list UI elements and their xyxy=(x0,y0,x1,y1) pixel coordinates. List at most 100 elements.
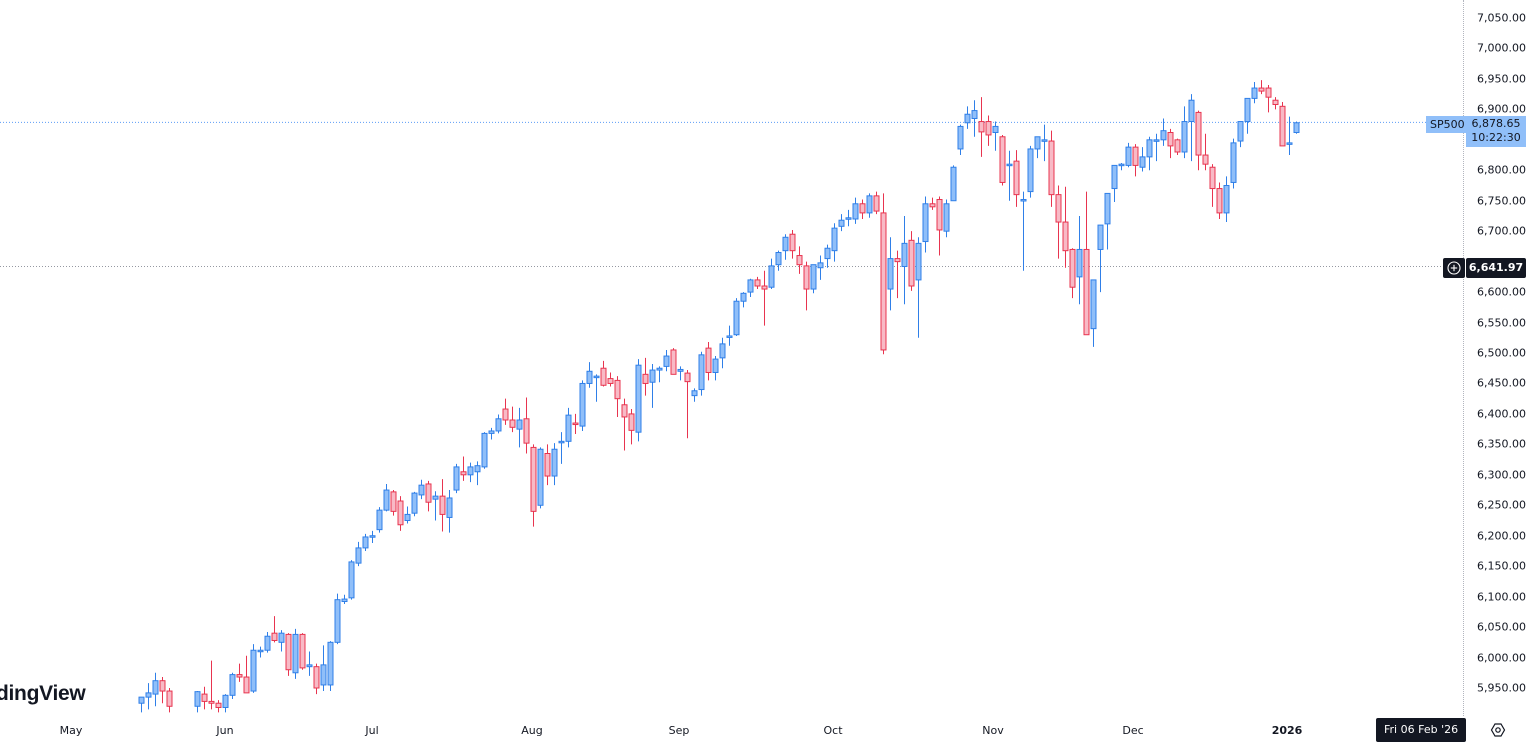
candle xyxy=(768,258,775,290)
candle xyxy=(1055,185,1062,259)
candle xyxy=(817,255,824,280)
candle-body xyxy=(1181,121,1188,153)
candle xyxy=(1027,145,1034,198)
price-tick-label: 6,200.00 xyxy=(1477,529,1526,543)
candle xyxy=(747,278,754,297)
candle xyxy=(999,134,1006,186)
candle-body xyxy=(824,247,831,260)
candle-body xyxy=(614,379,621,400)
candle-body xyxy=(327,641,334,686)
price-tick-label: 6,050.00 xyxy=(1477,620,1526,634)
candle-body xyxy=(152,680,159,695)
candle-body xyxy=(271,632,278,641)
candle-body xyxy=(551,448,558,477)
candle-body xyxy=(544,453,551,477)
candle-body xyxy=(838,219,845,227)
candlestick-plot[interactable] xyxy=(0,0,1463,716)
candle-body xyxy=(1076,248,1083,278)
price-tick-label: 7,000.00 xyxy=(1477,41,1526,55)
price-tick-label: 6,150.00 xyxy=(1477,559,1526,573)
candle xyxy=(551,443,558,486)
candle-body xyxy=(1006,163,1013,167)
bar-countdown: 10:22:30 xyxy=(1471,131,1521,144)
candle xyxy=(1083,191,1090,336)
candle xyxy=(341,594,348,604)
candle xyxy=(1118,162,1125,171)
candle-body xyxy=(474,465,481,473)
candle-body xyxy=(1111,164,1118,190)
candle xyxy=(922,196,929,253)
time-tick-label: Sep xyxy=(668,724,690,737)
candle-body xyxy=(166,690,173,707)
candle-body xyxy=(607,378,614,384)
candle-body xyxy=(565,414,572,442)
time-tick-label: May xyxy=(59,724,83,737)
candle-body xyxy=(201,693,208,702)
candle-body xyxy=(439,495,446,515)
candle xyxy=(824,244,831,268)
candle-body xyxy=(257,649,264,653)
price-tick-label: 6,500.00 xyxy=(1477,346,1526,360)
add-alert-button[interactable] xyxy=(1443,258,1465,278)
candle xyxy=(859,199,866,219)
candle-body xyxy=(642,373,649,384)
candle-body xyxy=(159,680,166,692)
candle xyxy=(572,413,579,435)
candle xyxy=(537,447,544,509)
candle xyxy=(593,374,600,402)
candle xyxy=(376,507,383,533)
candle-body xyxy=(194,691,201,707)
candle xyxy=(1062,186,1069,268)
price-tick-label: 6,900.00 xyxy=(1477,102,1526,116)
candle-body xyxy=(600,367,607,386)
price-tick-label: 7,050.00 xyxy=(1477,11,1526,25)
candle-body xyxy=(866,195,873,214)
candle xyxy=(1013,150,1020,207)
candle xyxy=(964,106,971,129)
candle-body xyxy=(516,419,523,430)
candle-body xyxy=(705,347,712,373)
candle xyxy=(1181,106,1188,159)
candle-body xyxy=(383,489,390,511)
time-axis[interactable]: May Jun Jul Aug Sep Oct Nov Dec 2026 xyxy=(0,716,1463,744)
candle-body xyxy=(1132,146,1139,166)
candle xyxy=(425,480,432,512)
candle xyxy=(670,348,677,375)
candle xyxy=(348,560,355,600)
chart-settings-button[interactable] xyxy=(1488,720,1508,740)
crosshair-date-tag: Fri 06 Feb '26 xyxy=(1376,718,1467,742)
candle-body xyxy=(656,367,663,371)
candle-body xyxy=(747,279,754,293)
candle xyxy=(761,270,768,326)
candle xyxy=(677,366,684,381)
price-tick-label: 6,000.00 xyxy=(1477,651,1526,665)
candle xyxy=(320,645,327,692)
candle xyxy=(390,490,397,516)
candle-body xyxy=(943,203,950,232)
time-tick-label: Jul xyxy=(365,724,379,737)
candle xyxy=(1034,136,1041,159)
candle-body xyxy=(558,440,565,444)
candle xyxy=(292,628,299,679)
candle-body xyxy=(1013,160,1020,196)
candle xyxy=(369,530,376,544)
candle xyxy=(1188,94,1195,162)
candle-body xyxy=(404,513,411,522)
candle-body xyxy=(964,113,971,124)
candle-body xyxy=(712,358,719,373)
candle-body xyxy=(894,258,901,263)
candle xyxy=(705,342,712,381)
candle-body xyxy=(1251,87,1258,99)
candle-body xyxy=(243,676,250,694)
candle-body xyxy=(852,203,859,220)
price-axis[interactable]: 7,050.00 7,000.00 6,950.00 6,900.00 6,800.00… xyxy=(1463,0,1532,716)
candle-body xyxy=(502,408,509,421)
candle-body xyxy=(208,700,215,704)
candle-body xyxy=(859,203,866,214)
candle xyxy=(1258,80,1265,95)
candle-body xyxy=(775,252,782,266)
time-tick-label: Dec xyxy=(1122,724,1144,737)
candle xyxy=(971,100,978,137)
chart-pane[interactable]: dingView xyxy=(0,0,1463,716)
candle-body xyxy=(908,239,915,287)
